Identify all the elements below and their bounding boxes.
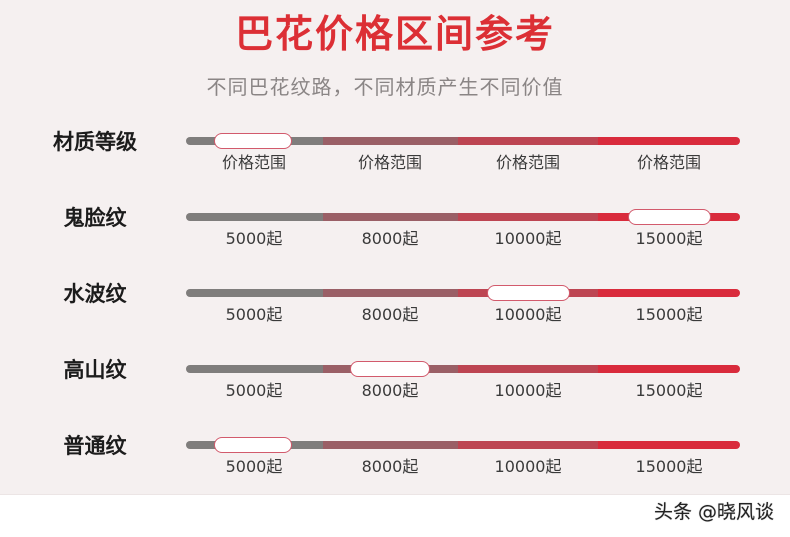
price-bar-water-ripple — [186, 289, 740, 297]
tick-label: 5000起 — [225, 305, 283, 324]
row-label-material-grade: 材质等级 — [53, 130, 137, 154]
price-bar-mountain — [186, 365, 740, 373]
tick-label: 10000起 — [494, 305, 562, 324]
tick-label: 10000起 — [494, 457, 562, 476]
range-marker — [487, 285, 570, 301]
segment-2 — [323, 441, 458, 449]
tick-label: 8000起 — [361, 305, 419, 324]
page-subtitle: 不同巴花纹路，不同材质产生不同价值 — [206, 75, 564, 99]
tick-label: 5000起 — [225, 381, 283, 400]
tick-label: 价格范围 — [357, 153, 422, 172]
tick-label: 15000起 — [635, 305, 703, 324]
row-label-ordinary: 普通纹 — [63, 434, 127, 458]
segment-4 — [598, 137, 740, 145]
tick-label: 8000起 — [361, 229, 419, 248]
tick-label: 价格范围 — [221, 153, 286, 172]
range-marker — [214, 133, 292, 149]
tick-label: 10000起 — [494, 229, 562, 248]
tick-label: 价格范围 — [636, 153, 701, 172]
range-marker — [628, 209, 711, 225]
segment-3 — [458, 213, 598, 221]
segment-3 — [458, 365, 598, 373]
tick-label: 价格范围 — [495, 153, 560, 172]
segment-3 — [458, 441, 598, 449]
row-label-water-ripple: 水波纹 — [63, 282, 127, 306]
tick-label: 10000起 — [494, 381, 562, 400]
tick-label: 8000起 — [361, 381, 419, 400]
watermark: 头条 @晓风谈 — [653, 501, 774, 523]
tick-label: 5000起 — [225, 457, 283, 476]
segment-2 — [323, 137, 458, 145]
row-label-mountain: 高山纹 — [63, 358, 127, 382]
page-title: 巴花价格区间参考 — [234, 12, 555, 56]
segment-1 — [186, 365, 323, 373]
row-label-ghost-face: 鬼脸纹 — [63, 206, 127, 230]
segment-4 — [598, 289, 740, 297]
segment-4 — [598, 365, 740, 373]
segment-1 — [186, 289, 323, 297]
segment-1 — [186, 213, 323, 221]
segment-2 — [323, 289, 458, 297]
tick-label: 8000起 — [361, 457, 419, 476]
range-marker — [350, 361, 430, 377]
tick-label: 5000起 — [225, 229, 283, 248]
tick-label: 15000起 — [635, 381, 703, 400]
tick-label: 15000起 — [635, 229, 703, 248]
infographic-panel: 巴花价格区间参考 不同巴花纹路，不同材质产生不同价值 材质等级 价格范围 价格范… — [0, 0, 790, 495]
segment-3 — [458, 137, 598, 145]
segment-4 — [598, 441, 740, 449]
range-marker — [214, 437, 292, 453]
tick-label: 15000起 — [635, 457, 703, 476]
segment-2 — [323, 213, 458, 221]
